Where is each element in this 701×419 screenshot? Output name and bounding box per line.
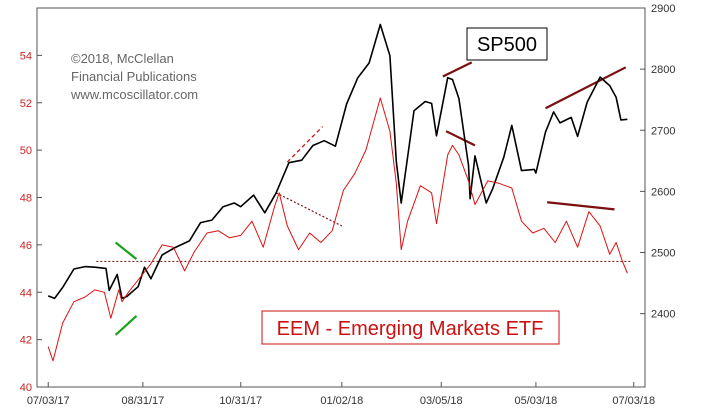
trendline [547,201,615,211]
left-axis-tick-label: 46 [20,240,32,252]
dashed-trendline [286,126,324,163]
left-axis-tick-label: 54 [20,50,32,62]
left-axis-tick-label: 48 [20,193,32,205]
sp500-line [47,23,628,300]
x-axis-tick-label: 10/31/17 [219,395,262,407]
trendline [114,315,138,336]
left-axis-tick-label: 50 [20,145,32,157]
credit-line-3: www.mcoscillator.com [70,87,198,102]
credit-block: ©2018, McClellan Financial Publications … [70,51,198,102]
right-axis-tick-label: 2500 [651,248,675,260]
x-axis-tick-label: 05/03/18 [514,395,557,407]
left-axis-tick-label: 44 [20,287,32,299]
x-axis-tick-label: 08/31/17 [121,395,164,407]
dotted-trendline [275,192,343,227]
trendline [442,61,473,78]
trendline [545,66,627,110]
axes: 40 42 44 46 48 50 52 54 2400 2500 2600 2700 2800 2900… [20,3,676,407]
left-axis-tick-label: 40 [20,382,32,394]
sp500-label-box: SP500 [466,27,548,61]
right-axis-tick-label: 2900 [651,3,675,15]
x-axis-tick-label: 03/05/18 [420,395,463,407]
eem-label: EEM - Emerging Markets ETF [277,318,544,340]
annotation-lines [96,61,633,336]
x-axis-tick-label: 07/03/18 [612,395,655,407]
eem-line [47,97,628,362]
x-axis-tick-label: 01/02/18 [320,395,363,407]
sp500-label: SP500 [477,34,537,56]
credit-line-1: ©2018, McClellan [71,51,174,66]
right-axis-tick-label: 2600 [651,186,675,198]
right-axis-tick-label: 2800 [651,64,675,76]
eem-label-box: EEM - Emerging Markets ETF [261,310,560,345]
x-axis-tick-label: 07/03/17 [27,395,70,407]
series-lines [47,23,628,362]
left-axis-tick-label: 52 [20,98,32,110]
trendline [445,130,476,147]
trendline [114,241,138,260]
right-axis-tick-label: 2700 [651,125,675,137]
credit-line-2: Financial Publications [71,69,197,84]
right-axis-tick-label: 2400 [651,309,675,321]
left-axis-tick-label: 42 [20,335,32,347]
